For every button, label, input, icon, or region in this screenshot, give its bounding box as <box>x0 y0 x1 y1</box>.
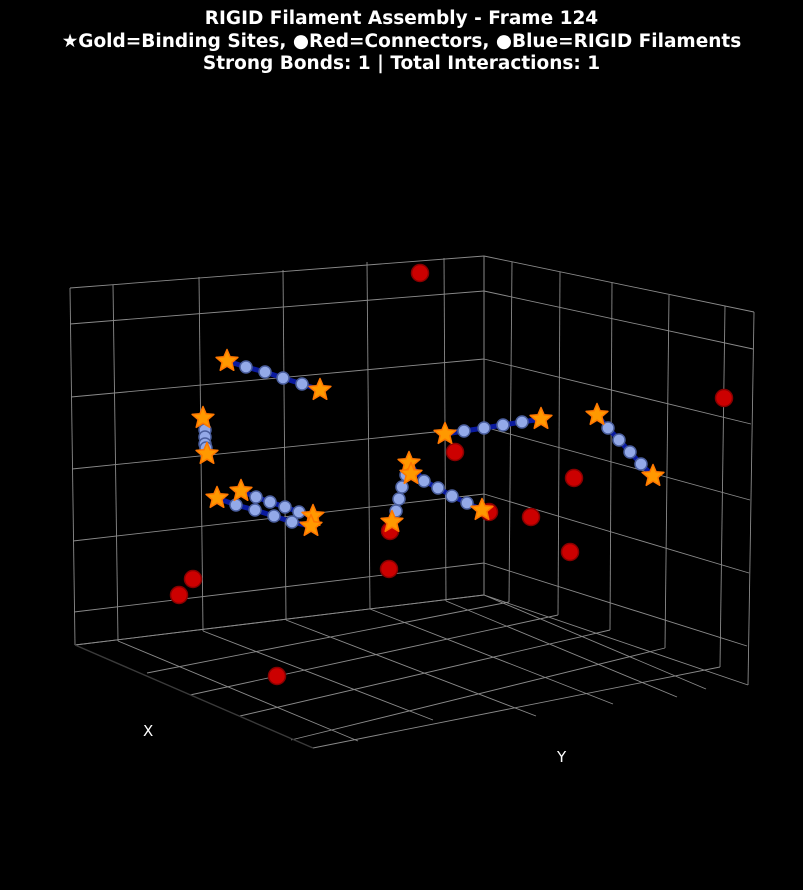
grid-line <box>366 261 371 610</box>
grid-line <box>74 594 485 646</box>
binding-site-star <box>470 497 494 521</box>
grid-line <box>483 493 750 574</box>
filament-node <box>392 492 406 506</box>
connector-point <box>410 263 430 283</box>
filament-node <box>258 365 272 379</box>
connector-point <box>267 666 287 686</box>
grid-line <box>312 666 721 749</box>
axis-edge <box>74 644 314 749</box>
grid-line <box>483 255 755 313</box>
grid-line <box>609 282 613 631</box>
x-axis-label: X <box>143 722 154 740</box>
filament-node <box>295 377 309 391</box>
grid-line <box>483 358 752 425</box>
binding-site-star <box>205 485 229 509</box>
grid-line <box>508 261 513 603</box>
connector-point <box>564 468 584 488</box>
connector-point <box>379 559 399 579</box>
grid-line <box>282 269 287 621</box>
grid-line <box>445 600 678 698</box>
chart-stats-subtitle: Strong Bonds: 1 | Total Interactions: 1 <box>202 53 601 74</box>
filament-node <box>267 509 281 523</box>
grid-line <box>483 562 748 647</box>
grid-line <box>69 255 485 289</box>
binding-site-star <box>641 463 665 487</box>
binding-site-star <box>308 377 332 401</box>
filament-node <box>417 474 431 488</box>
filament-node <box>612 433 626 447</box>
connector-point <box>445 442 465 462</box>
binding-site-star <box>433 421 457 445</box>
filament-node <box>278 500 292 514</box>
grid-line <box>747 311 755 686</box>
grid-line <box>483 290 754 350</box>
filament-node <box>460 496 474 510</box>
grid-line <box>146 601 510 674</box>
filament-node <box>239 360 253 374</box>
filament-node <box>276 371 290 385</box>
grid-line <box>71 426 485 470</box>
connector-point <box>714 388 734 408</box>
chart-legend-subtitle: ★Gold=Binding Sites, ●Red=Connectors, ●B… <box>61 31 742 52</box>
grid-line <box>112 284 119 642</box>
filament-node <box>229 498 243 512</box>
grid-line <box>483 594 707 690</box>
filament-node <box>496 418 510 432</box>
filament-node <box>285 515 299 529</box>
grid-line <box>69 290 485 325</box>
binding-site-star <box>195 441 219 465</box>
connector-point <box>169 585 189 605</box>
grid-line <box>69 287 76 646</box>
data-markers <box>169 263 734 686</box>
filament-node <box>623 445 637 459</box>
filament-node <box>431 481 445 495</box>
grid-line <box>117 640 359 742</box>
filament-node <box>477 421 491 435</box>
grid-line <box>189 614 559 696</box>
binding-site-star <box>585 402 609 426</box>
binding-site-star <box>215 348 239 372</box>
grid-lines <box>69 255 755 749</box>
grid-line <box>369 608 614 705</box>
filament-node <box>515 415 529 429</box>
grid-line <box>290 647 666 741</box>
grid-line <box>664 294 670 649</box>
connector-point <box>521 507 541 527</box>
connector-point <box>183 569 203 589</box>
filament-node <box>263 495 277 509</box>
filament-node <box>445 489 459 503</box>
grid-line <box>719 305 726 668</box>
binding-site-star <box>380 509 404 533</box>
grid-line <box>239 629 611 717</box>
connector-point <box>560 542 580 562</box>
grid-line <box>202 630 434 721</box>
grid-line <box>73 562 485 613</box>
filament-node <box>601 421 615 435</box>
grid-line <box>285 619 537 717</box>
binding-site-star <box>299 513 323 537</box>
chart-title: RIGID Filament Assembly - Frame 124 <box>204 8 599 29</box>
filament-node <box>248 503 262 517</box>
grid-line <box>483 426 751 501</box>
filament-node <box>249 490 263 504</box>
binding-site-star <box>529 406 553 430</box>
binding-site-star <box>191 405 215 429</box>
binding-site-star <box>399 461 423 485</box>
y-axis-label: Y <box>557 748 567 766</box>
binding-site-star <box>229 478 253 502</box>
filament-node <box>457 424 471 438</box>
filament-node <box>634 457 648 471</box>
grid-line <box>557 271 561 616</box>
